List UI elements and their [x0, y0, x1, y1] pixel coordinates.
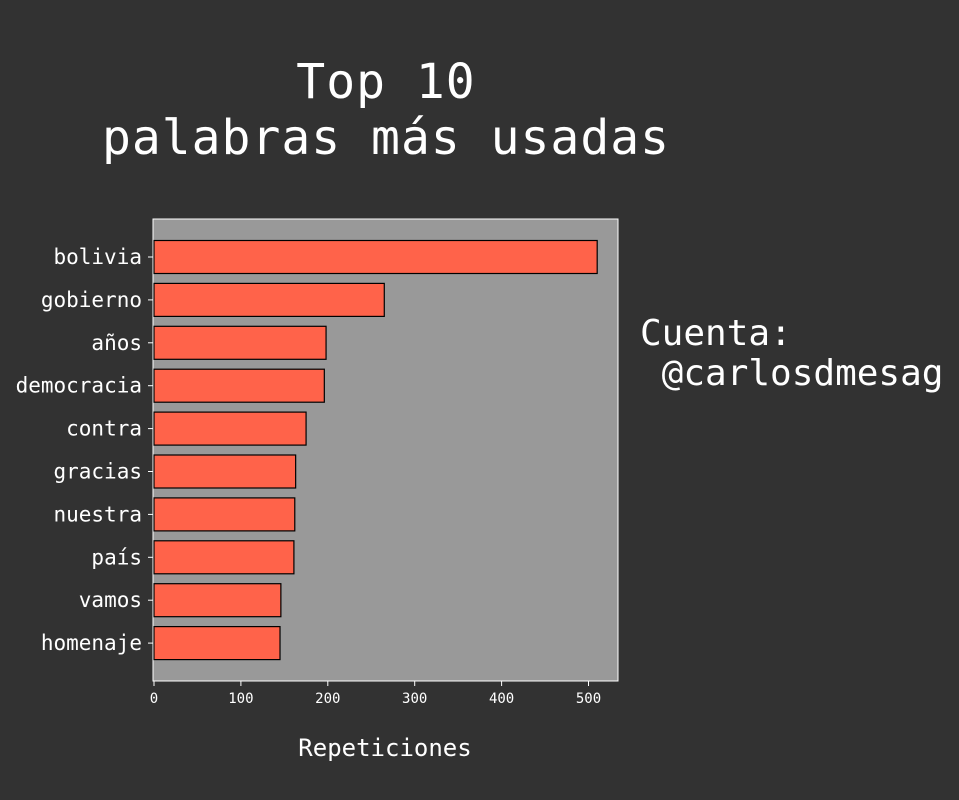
category-labels: bolivia gobierno años democracia contra graci… — [16, 245, 153, 655]
bars-group — [153, 239, 598, 661]
x-tick-label: 100 — [228, 691, 253, 707]
chart-title-line-2: palabras más usadas — [101, 110, 671, 166]
category-label-vamos: vamos — [79, 588, 142, 612]
category-label-contra: contra — [66, 417, 142, 441]
category-label-nuestra: nuestra — [53, 502, 142, 526]
x-tick-label: 500 — [576, 691, 601, 707]
x-tick-label: 300 — [402, 691, 427, 707]
x-tick-label: 0 — [150, 691, 158, 707]
x-axis-ticks: 0 100 200 300 400 500 — [150, 681, 601, 707]
category-label-país: país — [91, 545, 142, 569]
account-note: Cuenta: @carlosdmesag — [640, 314, 943, 394]
x-tick-label: 400 — [489, 691, 514, 707]
bar-país — [153, 540, 295, 575]
bar-democracia — [153, 368, 325, 403]
bar-gracias — [153, 454, 297, 489]
category-label-homenaje: homenaje — [41, 631, 142, 655]
category-label-bolivia: bolivia — [53, 245, 142, 269]
bar-gobierno — [153, 282, 385, 317]
category-label-años: años — [91, 331, 142, 355]
x-axis-label: Repeticiones — [298, 734, 471, 762]
bar-vamos — [153, 583, 282, 618]
x-tick-label: 200 — [315, 691, 340, 707]
bar-contra — [153, 411, 307, 446]
bar-homenaje — [153, 625, 281, 661]
bar-bolivia — [153, 239, 598, 275]
chart-title-line-1: Top 10 — [296, 54, 476, 110]
chart-title: Top 10 palabras más usadas — [0, 54, 772, 166]
category-label-gracias: gracias — [53, 460, 142, 484]
account-note-line-1: Cuenta: — [640, 313, 792, 354]
bar-nuestra — [153, 497, 296, 532]
category-label-democracia: democracia — [16, 374, 142, 398]
account-handle: @carlosdmesag — [640, 353, 944, 394]
bar-años — [153, 325, 327, 360]
category-label-gobierno: gobierno — [41, 288, 142, 312]
